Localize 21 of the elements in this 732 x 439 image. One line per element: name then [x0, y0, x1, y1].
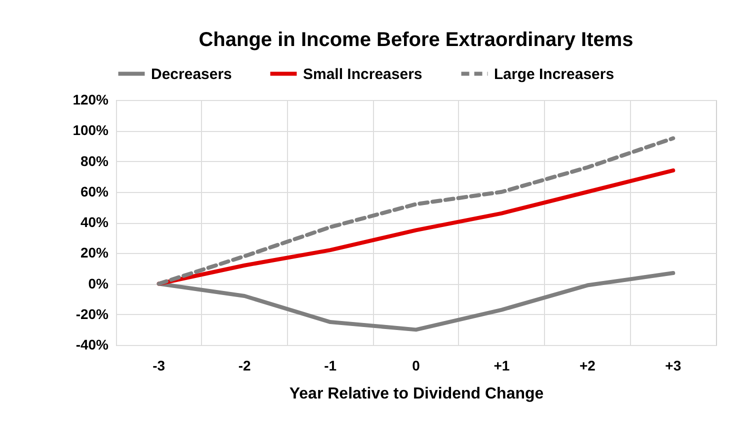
- y-tick-label: -40%: [76, 336, 110, 352]
- x-tick-label: -1: [324, 358, 337, 374]
- y-tick-label: 20%: [80, 244, 110, 261]
- legend-label: Small Increasers: [303, 66, 422, 83]
- x-tick-label: +3: [665, 358, 682, 374]
- x-tick-label: -2: [238, 358, 252, 374]
- x-axis-title: Year Relative to Dividend Change: [289, 386, 544, 402]
- legend-label: Large Increasers: [494, 66, 614, 83]
- x-tick-label: 0: [412, 358, 420, 374]
- x-tick-label: -3: [152, 358, 166, 374]
- y-tick-label: 100%: [72, 122, 110, 138]
- x-tick-label: +2: [579, 358, 596, 374]
- legend-label: Decreasers: [151, 66, 232, 83]
- y-tick-label: 0%: [88, 275, 110, 292]
- y-tick-label: 60%: [80, 183, 110, 200]
- y-tick-label: 120%: [72, 92, 110, 108]
- y-tick-label: 40%: [80, 214, 110, 230]
- y-tick-label: 80%: [80, 152, 110, 169]
- y-tick-label: -20%: [76, 306, 110, 322]
- chart-title: Change in Income Before Extraordinary Items: [198, 29, 634, 51]
- x-tick-label: +1: [494, 358, 510, 374]
